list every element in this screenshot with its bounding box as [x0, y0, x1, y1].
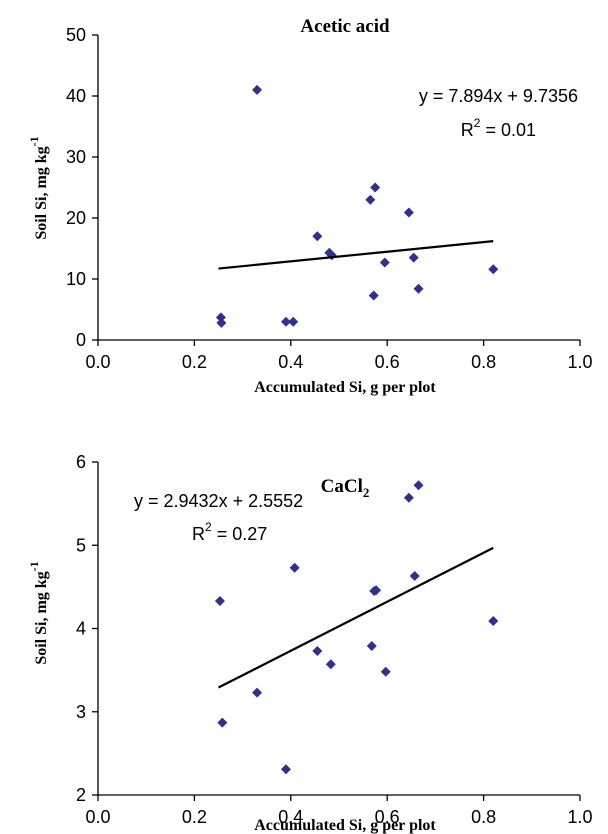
data-point — [325, 659, 336, 670]
y-tick-label: 3 — [76, 702, 86, 722]
y-axis-label-main: Soil Si, mg kg — [33, 146, 50, 239]
y-tick-label: 30 — [66, 147, 86, 167]
y-tick-label: 4 — [76, 619, 86, 639]
y-tick-label: 20 — [66, 208, 86, 228]
trendline — [218, 240, 494, 270]
y-axis-label: Soil Si, mg kg-1 — [27, 561, 50, 664]
data-point — [252, 84, 263, 95]
chart-title: Acetic acid — [300, 16, 390, 37]
data-point — [280, 316, 291, 327]
data-point — [280, 764, 291, 775]
x-tick-label: 0.6 — [375, 807, 400, 827]
x-tick-label: 0.4 — [278, 807, 303, 827]
data-point — [312, 231, 323, 242]
regression-equation: y = 7.894x + 9.7356 — [419, 86, 578, 106]
x-tick-label: 1.0 — [567, 807, 592, 827]
x-tick-label: 0.0 — [85, 807, 110, 827]
data-point — [488, 616, 499, 627]
x-tick-label: 0.6 — [375, 352, 400, 372]
y-axis-label: Soil Si, mg kg-1 — [27, 136, 50, 239]
y-axis-label-sup: -1 — [27, 561, 41, 571]
x-tick-label: 0.2 — [182, 807, 207, 827]
data-point — [312, 645, 323, 656]
x-tick-label: 1.0 — [567, 352, 592, 372]
y-tick-label: 50 — [66, 25, 86, 45]
data-point — [366, 640, 377, 651]
data-point — [379, 257, 390, 268]
data-point — [380, 666, 391, 677]
data-point — [214, 596, 225, 607]
x-axis-label: Accumulated Si, g per plot — [254, 817, 436, 834]
data-point — [403, 492, 414, 503]
svg-text:Soil Si, mg kg-1: Soil Si, mg kg-1 — [27, 136, 50, 239]
data-point — [365, 194, 376, 205]
data-point — [289, 562, 300, 573]
regression-equation: y = 2.9432x + 2.5552 — [134, 491, 303, 511]
data-point — [408, 252, 419, 263]
data-point — [217, 717, 228, 728]
r-squared-label: R2 = 0.27 — [192, 520, 267, 544]
x-tick-label: 0.8 — [471, 807, 496, 827]
x-tick-label: 0.0 — [85, 352, 110, 372]
data-point — [371, 585, 382, 596]
y-tick-label: 40 — [66, 86, 86, 106]
data-point — [215, 312, 226, 323]
x-axis-label: Accumulated Si, g per plot — [254, 379, 436, 396]
data-point — [216, 317, 227, 328]
svg-text:Soil Si, mg kg-1: Soil Si, mg kg-1 — [27, 561, 50, 664]
x-tick-label: 0.8 — [471, 352, 496, 372]
data-point — [288, 316, 299, 327]
x-tick-label: 0.4 — [278, 352, 303, 372]
y-tick-label: 6 — [76, 452, 86, 472]
x-tick-label: 0.2 — [182, 352, 207, 372]
data-point — [413, 480, 424, 491]
y-tick-label: 10 — [66, 269, 86, 289]
data-point — [409, 571, 420, 582]
y-axis-label-main: Soil Si, mg kg — [33, 571, 50, 664]
data-point — [368, 290, 379, 301]
trendline — [218, 546, 494, 689]
data-point — [370, 182, 381, 193]
y-axis-label-sup: -1 — [27, 136, 41, 146]
data-point — [252, 687, 263, 698]
chart-title: CaCl2 — [321, 476, 370, 500]
data-point — [488, 264, 499, 275]
y-tick-label: 5 — [76, 535, 86, 555]
y-tick-label: 2 — [76, 785, 86, 805]
chart-acetic-acid: Acetic acid Soil Si, mg kg-1 0.0 0.2 0.4 0.… — [27, 16, 593, 396]
data-point — [413, 283, 424, 294]
chart-cacl2: CaCl2 Soil Si, mg kg-1 0.0 0.2 0.4 0.6 0.8 1.… — [27, 452, 593, 834]
data-point — [403, 207, 414, 218]
y-tick-label: 0 — [76, 330, 86, 350]
r-squared-label: R2 = 0.01 — [461, 116, 536, 140]
